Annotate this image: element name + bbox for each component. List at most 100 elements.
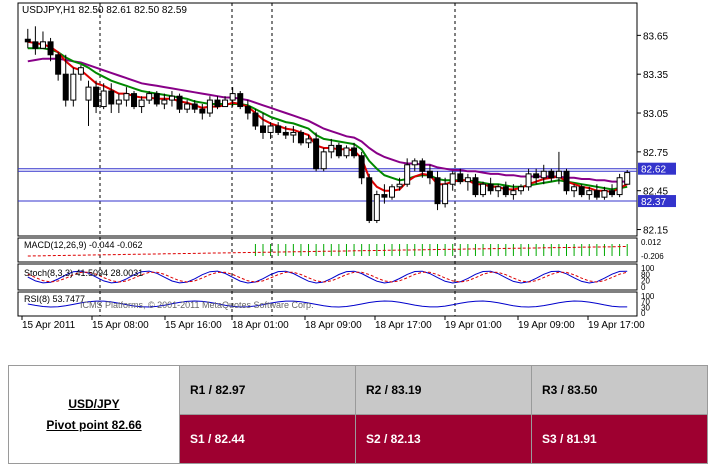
candle-body: [426, 170, 433, 179]
candle-body: [229, 93, 236, 101]
candle-body: [313, 138, 320, 170]
candle-body: [419, 160, 426, 172]
candle-body: [153, 93, 160, 105]
forex-chart: 83.65 83.35 83.05 82.75 82.45 82.15 82.62 82.37…: [17, 2, 676, 331]
rsi-label: RSI(8) 53.7477: [24, 294, 86, 304]
pane-frame: [17, 237, 638, 263]
r3-cell: R3 / 83.50: [531, 365, 708, 415]
stoch-axis-label: 20: [641, 277, 650, 286]
level-tag: [638, 195, 676, 208]
copyright-text: ICMS Platforms, © 2001-2011 MetaQuotes S…: [80, 300, 314, 310]
price-axis-label: 83.65: [643, 31, 668, 42]
stoch-axis-label: 80: [641, 270, 650, 279]
candle-body: [616, 177, 623, 196]
candle-body: [396, 183, 403, 188]
candle-body: [123, 93, 130, 101]
candle-body: [373, 194, 380, 221]
level-tag-label: 82.62: [641, 165, 666, 176]
candle-body: [47, 41, 54, 56]
candle-body: [138, 99, 145, 108]
candle-body: [70, 73, 77, 101]
pair-label: USD/JPY: [68, 396, 120, 411]
candle-body: [480, 183, 487, 196]
stoch-label: Stoch(8,3,3) 41.5094 28.0031: [24, 268, 144, 278]
candle-body: [563, 170, 570, 192]
rsi-axis-label: 30: [641, 303, 650, 312]
candle-body: [457, 173, 464, 183]
s3-cell: S3 / 81.91: [531, 414, 708, 464]
candle-body: [381, 194, 388, 198]
candle-body: [487, 183, 494, 192]
stoch-axis-label: 0: [641, 283, 646, 292]
candle-body: [131, 93, 138, 108]
candle-body: [168, 95, 175, 101]
candle-body: [161, 99, 168, 105]
candle-body: [100, 90, 107, 108]
candle-body: [297, 131, 304, 144]
pivot-table: USD/JPY Pivot point 82.66 R1 / 82.97 R2 …: [8, 365, 708, 464]
candle-body: [464, 177, 471, 183]
candle-body: [32, 41, 39, 49]
time-axis-label: 15 Apr 08:00: [92, 320, 149, 331]
candle-body: [434, 177, 441, 205]
macd-axis-label: 0.012: [641, 238, 662, 247]
candle-body: [39, 41, 46, 49]
candle-body: [93, 86, 100, 108]
r2-cell: R2 / 83.19: [355, 365, 532, 415]
candle-body: [305, 138, 312, 144]
candle-body: [343, 147, 350, 157]
candle-body: [191, 103, 198, 110]
time-axis-label: 15 Apr 16:00: [165, 320, 222, 331]
candle-body: [199, 108, 206, 114]
candle-body: [282, 131, 289, 136]
level-tag: [638, 162, 676, 175]
candle-body: [586, 190, 593, 196]
time-axis-label: 19 Apr 17:00: [588, 320, 645, 331]
time-axis-label: 15 Apr 2011: [22, 320, 76, 331]
candle-body: [624, 172, 631, 185]
candle-body: [320, 151, 327, 170]
price-axis-label: 83.35: [643, 70, 668, 81]
candle-body: [115, 99, 122, 105]
rsi-axis-label: 0: [641, 309, 646, 318]
candle-body: [62, 73, 69, 101]
candle-body: [85, 86, 92, 101]
candle-body: [252, 112, 259, 127]
candle-body: [260, 125, 267, 133]
level-tag-label: 82.37: [641, 197, 666, 208]
candle-body: [275, 125, 282, 133]
time-axis-label: 19 Apr 01:00: [445, 320, 502, 331]
candle-body: [335, 144, 342, 157]
candle-body: [358, 155, 365, 179]
candle-body: [214, 99, 221, 108]
stoch-axis-label: 100: [641, 264, 655, 273]
pane-frame: [17, 263, 638, 291]
candle-body: [502, 186, 509, 196]
time-axis-label: 18 Apr 17:00: [375, 320, 432, 331]
candle-body: [533, 173, 540, 179]
candle-body: [578, 186, 585, 196]
candle-body: [404, 164, 411, 185]
time-axis-label: 18 Apr 01:00: [232, 320, 289, 331]
candle-body: [244, 106, 251, 114]
rsi-axis-label: 70: [641, 298, 650, 307]
pane-frame: [17, 2, 638, 237]
stoch-main-line: [27, 270, 628, 284]
candle-body: [366, 177, 373, 221]
candle-body: [388, 186, 395, 198]
candle-body: [548, 170, 555, 179]
candle-body: [540, 170, 547, 179]
candle-body: [555, 170, 562, 179]
candle-body: [176, 95, 183, 110]
candle-body: [328, 144, 335, 153]
macd-label: MACD(12,26,9) -0.044 -0.062: [24, 240, 143, 250]
candle-body: [411, 160, 418, 166]
candle-body: [184, 103, 191, 110]
candle-body: [609, 190, 616, 196]
macd-axis-label: -0.206: [641, 252, 664, 261]
price-axis-label: 82.75: [643, 148, 668, 159]
candle-body: [237, 93, 244, 108]
candle-body: [525, 173, 532, 188]
candle-body: [495, 186, 502, 192]
candle-body: [442, 183, 449, 205]
